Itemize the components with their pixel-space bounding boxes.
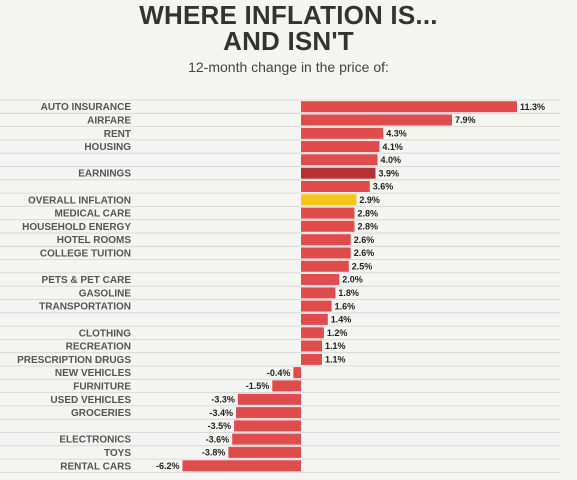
bar-recreation	[301, 340, 322, 352]
category-label: NEW VEHICLES	[55, 368, 131, 379]
chart-title-line-2: AND ISN'T	[223, 26, 354, 56]
value-label: 2.6%	[354, 235, 375, 245]
bar-gasoline	[301, 287, 336, 299]
category-label: RENTAL CARS	[60, 461, 131, 472]
bar-clothing	[301, 327, 324, 339]
value-label: -3.6%	[206, 434, 230, 444]
category-label: TRANSPORTATION	[39, 302, 131, 313]
bar-furniture	[272, 380, 301, 392]
category-labels: AUTO INSURANCE AIRFARE RENT HOUSING EARNINGS…	[17, 102, 131, 472]
value-label: -6.2%	[156, 461, 180, 471]
bar-pets-pet-care	[301, 274, 340, 285]
category-label: COLLEGE TUITION	[40, 249, 131, 260]
bar	[301, 313, 328, 325]
value-label: 1.6%	[335, 301, 356, 311]
category-label: MEDICAL CARE	[55, 209, 132, 220]
value-labels: 11.3% 7.9% 4.3% 4.1% 4.0% 3.9% 3.6% 2.9% 2.8% 2.8…	[156, 102, 545, 471]
category-label: HOUSEHOLD ENERGY	[22, 222, 131, 233]
value-label: 4.3%	[386, 128, 407, 138]
value-label: 2.0%	[342, 275, 363, 285]
value-label: 3.9%	[379, 168, 400, 178]
category-label: OVERALL INFLATION	[28, 195, 131, 206]
category-label: FURNITURE	[73, 381, 131, 392]
value-label: 3.6%	[373, 182, 394, 192]
value-label: -3.3%	[211, 394, 235, 404]
category-label: TOYS	[104, 448, 131, 459]
chart-subtitle: 12-month change in the price of:	[188, 59, 389, 75]
bar-prescription-drugs	[301, 353, 322, 365]
bar-college-tuition	[301, 247, 351, 259]
bar-housing	[301, 141, 380, 153]
value-label: 4.1%	[382, 142, 403, 152]
bar-new-vehicles	[293, 367, 301, 379]
value-label: 7.9%	[455, 115, 476, 125]
category-label: GASOLINE	[79, 288, 132, 299]
category-label: ELECTRONICS	[59, 435, 131, 446]
bar-rental-cars	[182, 460, 301, 472]
category-label: AIRFARE	[87, 116, 131, 127]
bar-medical-care	[301, 207, 355, 219]
category-label: HOTEL ROOMS	[57, 235, 132, 246]
bar	[301, 181, 370, 192]
chart-title-line-1: WHERE INFLATION IS...	[139, 0, 438, 30]
value-label: 2.8%	[358, 222, 379, 232]
category-label: CLOTHING	[79, 328, 131, 339]
value-label: 2.5%	[352, 261, 373, 271]
category-label: RENT	[104, 129, 131, 140]
chart-title: WHERE INFLATION IS... AND ISN'T	[0, 2, 577, 54]
bar-rent	[301, 127, 384, 139]
value-label: 1.1%	[325, 341, 346, 351]
category-label: USED VEHICLES	[50, 395, 131, 406]
bar-airfare	[301, 114, 452, 126]
value-label: -3.4%	[209, 408, 233, 418]
value-label: -0.4%	[267, 368, 291, 378]
bar-transportation	[301, 300, 332, 312]
value-label: 1.4%	[331, 315, 352, 325]
value-label: 4.0%	[381, 155, 402, 165]
category-label: AUTO INSURANCE	[41, 102, 132, 113]
bar-groceries	[236, 407, 301, 419]
value-label: 2.8%	[358, 208, 379, 218]
bar-toys	[228, 446, 301, 458]
bar-electronics	[232, 433, 301, 445]
value-label: -1.5%	[246, 381, 270, 391]
value-label: 2.6%	[354, 248, 375, 258]
bar	[301, 260, 349, 272]
bar	[234, 420, 301, 432]
bar-hotel-rooms	[301, 234, 351, 246]
value-label: 1.1%	[325, 355, 346, 365]
bar-used-vehicles	[237, 393, 301, 405]
value-label: -3.8%	[202, 448, 226, 458]
bar-earnings	[301, 167, 376, 179]
category-label: GROCERIES	[71, 408, 131, 419]
bar-overall-inflation	[301, 194, 357, 206]
value-label: 1.8%	[338, 288, 359, 298]
bar-auto-insurance	[301, 101, 517, 113]
value-label: 1.2%	[327, 328, 348, 338]
value-label: -3.5%	[208, 421, 232, 431]
bars	[182, 101, 517, 472]
value-label: 11.3%	[520, 102, 545, 112]
category-label: PRESCRIPTION DRUGS	[17, 355, 131, 366]
value-label: 2.9%	[359, 195, 380, 205]
category-label: PETS & PET CARE	[42, 275, 132, 286]
bar	[301, 154, 378, 166]
category-label: EARNINGS	[78, 169, 131, 180]
grid-lines	[0, 99, 560, 473]
category-label: HOUSING	[84, 142, 131, 153]
bar-household-energy	[301, 220, 355, 232]
category-label: RECREATION	[66, 342, 131, 353]
